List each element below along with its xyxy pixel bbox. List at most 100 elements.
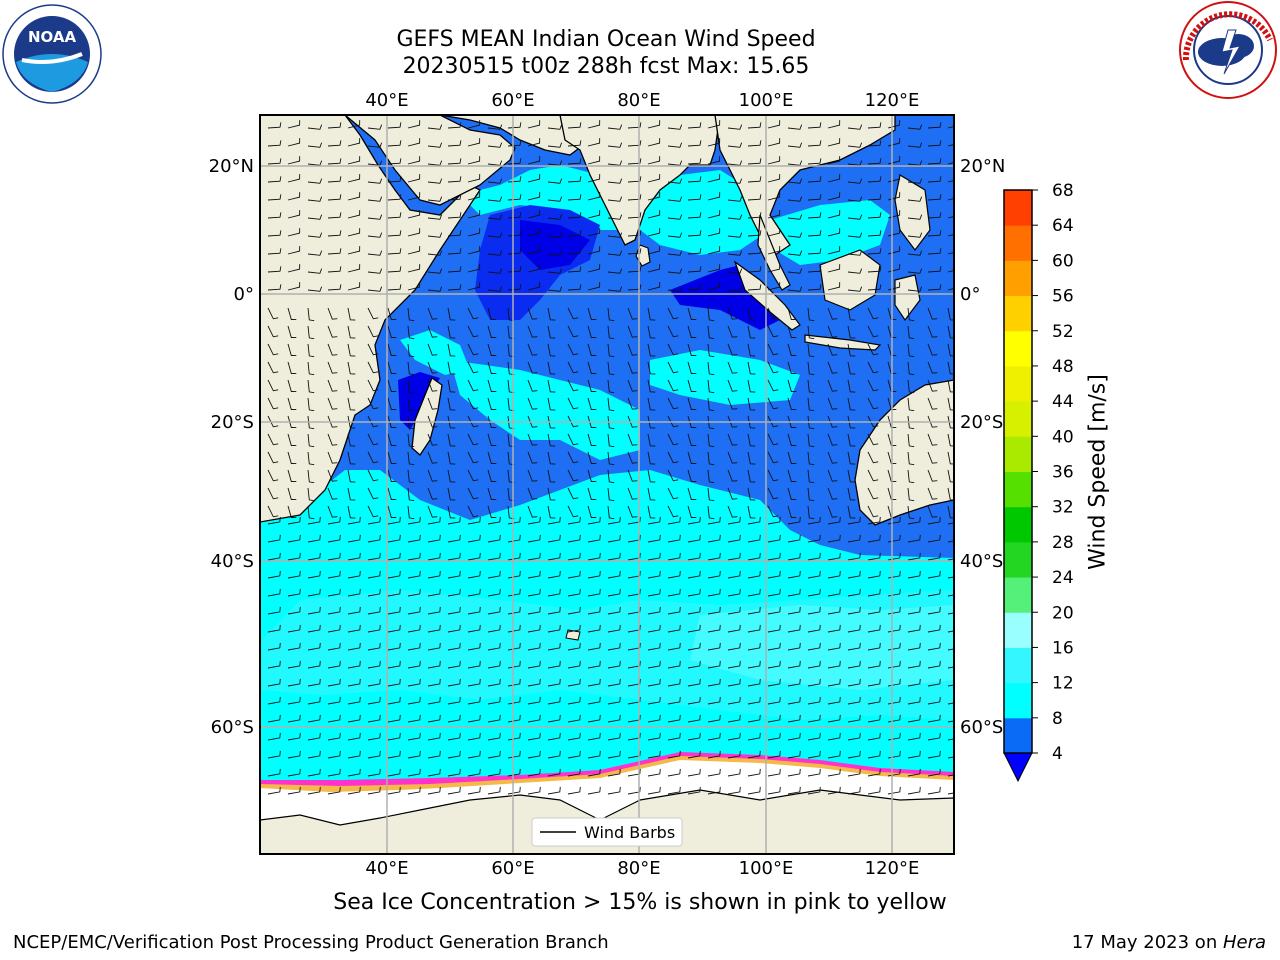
wind-barb (687, 552, 701, 561)
colorbar-tick-label: 68 (1052, 181, 1074, 201)
wind-barb (567, 534, 581, 543)
wind-barb (907, 250, 923, 256)
wind-barb (407, 469, 415, 484)
wind-barb (687, 212, 702, 219)
wind-barb (847, 552, 861, 561)
wind-barb (947, 792, 954, 795)
wind-barb (347, 343, 356, 357)
wind-barb (907, 768, 921, 777)
wind-barb (467, 264, 481, 273)
wind-barb (647, 469, 656, 483)
wind-barb (667, 286, 683, 292)
wind-barb (327, 361, 338, 374)
wind-barb (307, 516, 321, 525)
wind-barb (307, 570, 321, 579)
wind-barb (747, 487, 756, 501)
wind-barb (807, 176, 822, 183)
wind-barb (467, 228, 481, 237)
wind-barb (747, 469, 756, 483)
wind-barb (947, 252, 954, 255)
wind-barb (727, 307, 738, 320)
wind-barb (667, 124, 683, 130)
wind-barb (527, 433, 538, 446)
wind-barb (707, 606, 721, 615)
colorbar-tick-label: 8 (1052, 709, 1063, 729)
wind-barb (667, 768, 681, 777)
wind-barb (807, 140, 822, 147)
wind-barb (487, 415, 497, 428)
wind-barb (747, 361, 756, 375)
wind-barb (607, 570, 621, 579)
wind-barb (927, 451, 938, 464)
wind-barb (787, 516, 801, 525)
wind-barb (487, 379, 497, 392)
wind-barb (407, 732, 421, 741)
wind-barb (527, 505, 538, 518)
wind-barb (607, 505, 615, 520)
wind-barb (747, 588, 761, 597)
wind-barb (287, 343, 297, 356)
wind-barb (287, 552, 301, 561)
wind-barb (527, 120, 541, 129)
wind-barb (327, 786, 341, 795)
wind-barb (667, 250, 683, 256)
wind-barb (447, 714, 461, 723)
wind-barb (787, 678, 801, 687)
wind-barb (267, 786, 281, 795)
wind-barb (467, 768, 481, 777)
wind-barb (707, 120, 721, 129)
wind-barb (727, 343, 738, 356)
wind-barb (807, 158, 822, 165)
wind-barb (507, 570, 521, 579)
wind-barb (347, 192, 361, 201)
wind-barb (367, 232, 383, 238)
wind-barb (947, 594, 954, 597)
wind-barb (827, 624, 841, 633)
wind-barb (647, 732, 661, 741)
wind-barb (947, 612, 954, 615)
wind-barb (787, 178, 803, 184)
kerguelen-land (565, 629, 581, 641)
wind-barb (767, 361, 779, 374)
wind-barb (807, 624, 821, 633)
wind-barb (727, 696, 741, 705)
wind-barb (687, 469, 697, 482)
wind-barb (487, 307, 497, 320)
wind-barb (627, 212, 642, 219)
wind-barb (667, 361, 679, 374)
wind-barb (827, 642, 841, 651)
wind-barb (367, 570, 381, 579)
wind-barb (487, 124, 503, 130)
wind-barb (527, 379, 538, 392)
wind-barb (927, 176, 942, 183)
wind-barb (427, 552, 441, 561)
wind-barb (547, 343, 556, 357)
wind-barb (687, 624, 701, 633)
wind-barb (287, 361, 297, 374)
wind-barb (407, 264, 421, 273)
wind-barb (647, 768, 661, 777)
wind-barb (907, 451, 915, 466)
wind-barb (507, 140, 522, 147)
wind-barb (867, 642, 881, 651)
wind-barb (907, 786, 921, 795)
wind-barb (447, 660, 461, 669)
wind-barb (447, 750, 461, 759)
wind-barb (707, 505, 715, 520)
wind-barb (387, 248, 402, 255)
wind-barb (547, 570, 561, 579)
wind-barb (347, 606, 361, 615)
wind-barb (667, 232, 683, 238)
wind-barb (467, 696, 481, 705)
wind-barb (467, 588, 481, 597)
wind-barb (687, 307, 697, 320)
wind-barb (587, 343, 597, 356)
wind-barb (407, 570, 421, 579)
wind-barb (467, 343, 479, 356)
wind-barb (767, 534, 781, 543)
wind-barb (827, 325, 838, 338)
wind-barb (287, 469, 297, 482)
wind-barb (387, 343, 397, 356)
wind-barb (947, 666, 954, 669)
